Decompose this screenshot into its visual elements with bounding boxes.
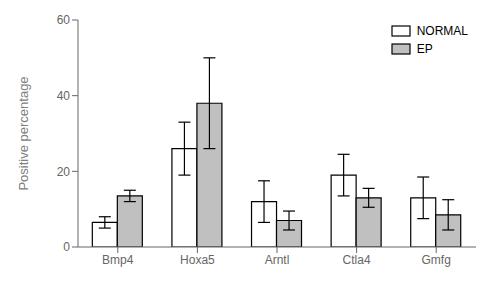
svg-text:20: 20	[57, 165, 71, 179]
html-text:NORMAL: NORMAL	[416, 24, 468, 38]
svg-text:Arntl: Arntl	[265, 253, 290, 267]
svg-text:Bmp4: Bmp4	[102, 253, 134, 267]
svg-text:60: 60	[57, 13, 71, 27]
html-text:EP: EP	[416, 42, 433, 56]
svg-text:40: 40	[57, 89, 71, 103]
svg-text:Positive percentage: Positive percentage	[16, 76, 31, 190]
svg-text:Gmfg: Gmfg	[422, 253, 451, 267]
svg-text:Hoxa5: Hoxa5	[180, 253, 215, 267]
svg-text:Ctla4: Ctla4	[343, 253, 371, 267]
svg-text:0: 0	[63, 240, 70, 254]
